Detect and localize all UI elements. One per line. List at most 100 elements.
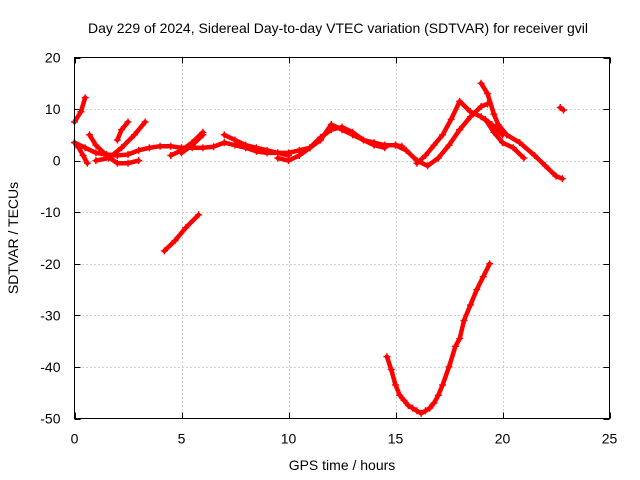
data-point [445, 141, 453, 149]
data-point [383, 353, 391, 361]
data-point [199, 144, 207, 152]
data-point [466, 301, 474, 309]
data-point [400, 396, 408, 404]
data-point [430, 399, 438, 407]
x-tick-label: 5 [178, 431, 186, 447]
data-point [392, 141, 399, 149]
data-point [105, 154, 113, 162]
data-point [274, 154, 282, 162]
y-tick-label: -50 [40, 411, 60, 427]
data-point [426, 404, 434, 412]
data-point [285, 157, 292, 165]
data-point [402, 146, 410, 154]
y-tick-label: -30 [40, 307, 60, 323]
series-track-9 [220, 131, 292, 159]
axis-ticks [74, 57, 611, 420]
series-track-7 [167, 128, 207, 159]
data-point [404, 402, 412, 410]
data-point [135, 146, 143, 154]
data-point [113, 136, 121, 144]
data-points [71, 79, 567, 417]
data-point [503, 131, 511, 139]
data-point [141, 118, 149, 126]
y-tick-label: 0 [53, 153, 61, 169]
data-point [413, 159, 421, 167]
series-line [382, 127, 462, 169]
data-point [520, 154, 528, 162]
series-track-16 [160, 211, 203, 255]
data-point [439, 381, 447, 389]
series-track-1 [71, 94, 89, 126]
data-point [434, 154, 442, 162]
data-point [92, 149, 100, 157]
x-tick-label: 20 [495, 431, 511, 447]
series-line [457, 101, 490, 132]
data-point [460, 317, 468, 325]
data-point [516, 139, 524, 147]
data-point [113, 159, 121, 167]
series-line [115, 119, 131, 143]
series-track-11 [381, 126, 464, 170]
data-point [327, 126, 335, 134]
data-point [490, 128, 498, 136]
data-point [421, 151, 429, 159]
x-tick-label: 0 [71, 431, 79, 447]
x-axis-label: GPS time / hours [289, 457, 396, 473]
data-point [199, 131, 207, 139]
data-point [486, 260, 494, 268]
data-point [466, 113, 474, 121]
data-point [424, 162, 432, 170]
x-tick-label: 25 [602, 431, 618, 447]
data-point [118, 144, 126, 152]
data-point [359, 136, 367, 144]
series-line [168, 130, 206, 158]
data-point [252, 144, 260, 152]
data-point [421, 407, 429, 415]
data-point [479, 273, 487, 281]
data-point [552, 172, 560, 180]
data-point [124, 159, 132, 167]
data-point [456, 97, 464, 105]
data-point [135, 157, 143, 165]
data-point [445, 363, 453, 371]
data-point [220, 131, 228, 139]
data-point [473, 286, 481, 294]
data-point [484, 90, 492, 98]
data-point [77, 108, 85, 116]
data-point [409, 404, 417, 412]
gridlines [74, 57, 610, 419]
data-point [477, 102, 485, 110]
data-point [92, 157, 100, 165]
series-track-15 [481, 115, 528, 162]
data-point [118, 126, 126, 134]
series-line [478, 81, 565, 181]
data-point [413, 407, 421, 415]
chart-title: Day 229 of 2024, Sidereal Day-to-day VTE… [88, 20, 588, 36]
tick-labels: 0 5 10 15 20 25 -50 -40 -30 -20 -10 0 10 20 [40, 50, 617, 447]
data-point [490, 110, 498, 118]
data-point [387, 366, 395, 374]
data-point [396, 391, 404, 399]
data-point [263, 146, 271, 154]
series-line [384, 261, 492, 416]
data-point [447, 115, 455, 123]
data-point [456, 126, 464, 134]
data-point [231, 136, 239, 144]
data-point [509, 144, 517, 152]
series-track-10 [274, 123, 389, 165]
data-point [220, 139, 228, 147]
plot-frame [74, 57, 610, 419]
series-track-5 [92, 118, 149, 165]
data-point [417, 409, 425, 417]
y-tick-label: -10 [40, 204, 60, 220]
data-point [92, 141, 100, 149]
data-point [145, 144, 153, 152]
data-point [494, 121, 502, 129]
data-point [338, 123, 346, 131]
series-track-6 [113, 118, 132, 144]
series-track-17 [383, 260, 494, 417]
data-point [167, 142, 175, 150]
series-line [162, 212, 201, 254]
data-point [392, 381, 399, 389]
data-point [195, 211, 203, 219]
